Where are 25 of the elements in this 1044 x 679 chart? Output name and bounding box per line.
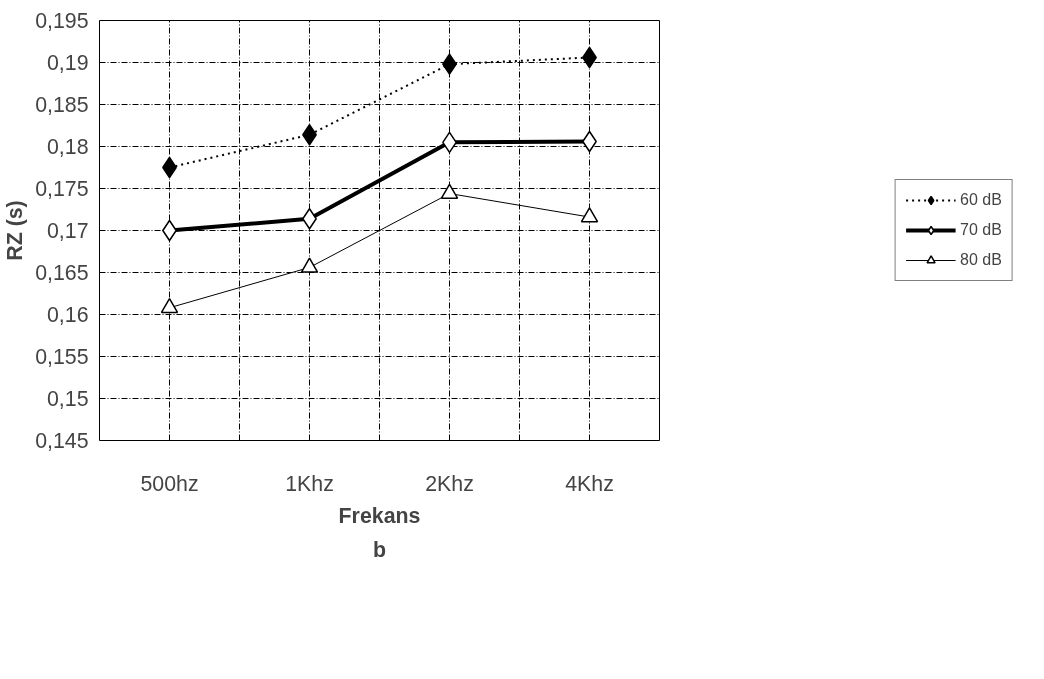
x-tick-label: 1Khz: [285, 471, 334, 496]
x-tick-label: 500hz: [140, 471, 199, 496]
y-tick-label: 0,145: [35, 429, 89, 453]
y-tick-label: 0,15: [46, 387, 89, 411]
legend-label: 80 dB: [960, 251, 1002, 269]
point: [580, 207, 599, 223]
point: [440, 183, 459, 199]
x-tick-label: 2Khz: [425, 471, 474, 496]
legend-label: 70 dB: [960, 221, 1002, 239]
y-tick-label: 0,19: [46, 51, 89, 75]
y-tick-label: 0,16: [46, 303, 89, 327]
legend-label: 60 dB: [960, 191, 1002, 209]
point: [300, 257, 319, 273]
x-tick-label: 4Khz: [565, 471, 614, 496]
y-tick-label: 0,185: [35, 93, 89, 117]
y-tick-label: 0,155: [35, 345, 89, 369]
y-tick-label: 0,17: [46, 219, 89, 243]
y-tick-label: 0,175: [35, 177, 89, 201]
point: [160, 297, 179, 314]
y-tick-label: 0,165: [35, 261, 89, 285]
text: b: [372, 537, 387, 562]
y-tick-label: 0,18: [46, 135, 89, 159]
y-tick-label: 0,195: [35, 9, 89, 33]
y-axis-title: RZ (s): [3, 200, 28, 261]
x-axis-title: Frekans: [338, 503, 421, 528]
